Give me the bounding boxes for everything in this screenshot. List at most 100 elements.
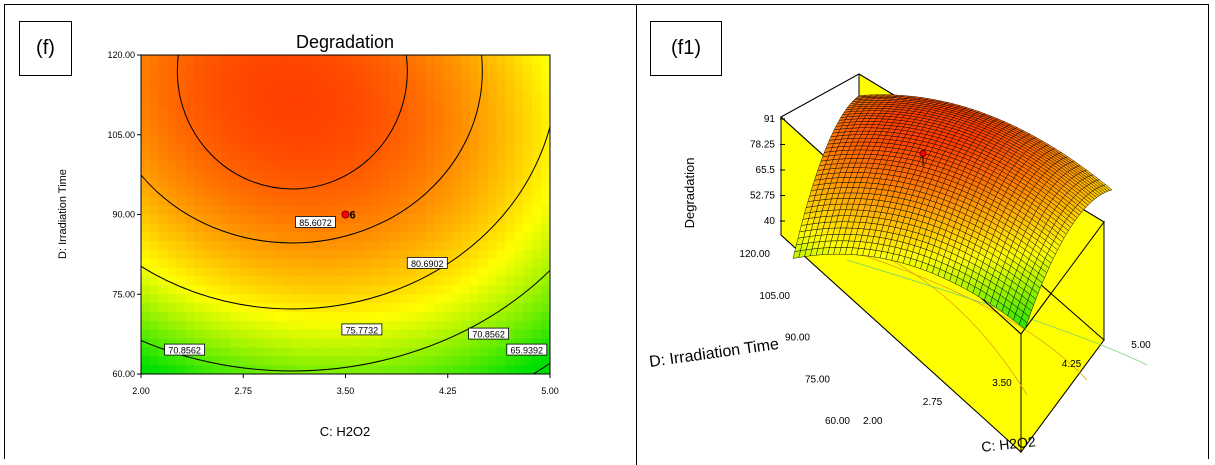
heatmap-cell bbox=[461, 249, 471, 260]
heatmap-cell bbox=[265, 55, 275, 65]
heatmap-cell bbox=[478, 365, 489, 374]
heatmap-cell bbox=[247, 276, 258, 286]
heatmap-cell bbox=[461, 143, 471, 154]
heatmap-cell bbox=[541, 134, 550, 145]
heatmap-cell bbox=[452, 170, 462, 180]
heatmap-cell bbox=[194, 72, 204, 83]
x-tick-label: 5.00 bbox=[541, 386, 559, 396]
heatmap-cell bbox=[541, 161, 550, 171]
heatmap-cell bbox=[203, 170, 213, 180]
heatmap-cell bbox=[389, 161, 400, 171]
heatmap-cell bbox=[425, 187, 436, 198]
heatmap-cell bbox=[247, 232, 258, 242]
heatmap-cell bbox=[318, 356, 329, 366]
heatmap-cell bbox=[345, 365, 355, 374]
heatmap-cell bbox=[203, 223, 213, 233]
heatmap-cell bbox=[149, 285, 160, 295]
heatmap-cell bbox=[203, 347, 213, 357]
heatmap-cell bbox=[176, 214, 187, 224]
heatmap-cell bbox=[469, 249, 480, 260]
heatmap-cell bbox=[247, 338, 258, 349]
x-tick-label: 2.00 bbox=[863, 416, 883, 427]
heatmap-cell bbox=[336, 311, 347, 322]
heatmap-cell bbox=[158, 241, 169, 251]
heatmap-cell bbox=[434, 303, 444, 313]
heatmap-cell bbox=[372, 223, 382, 233]
heatmap-cell bbox=[425, 81, 436, 92]
heatmap-cell bbox=[523, 108, 533, 118]
heatmap-cell bbox=[265, 241, 275, 251]
heatmap-cell bbox=[292, 196, 302, 207]
heatmap-cell bbox=[434, 356, 444, 366]
heatmap-cell bbox=[301, 152, 311, 162]
heatmap-cell bbox=[407, 143, 418, 154]
heatmap-cell bbox=[541, 311, 550, 322]
heatmap-cell bbox=[452, 320, 462, 331]
heatmap-cell bbox=[318, 311, 329, 322]
heatmap-cell bbox=[363, 170, 373, 180]
heatmap-cell bbox=[407, 311, 418, 322]
heatmap-cell bbox=[452, 267, 462, 278]
surface-chart: 4052.7565.578.259160.0075.0090.00105.001… bbox=[648, 73, 1151, 455]
heatmap-cell bbox=[212, 81, 222, 92]
heatmap-cell bbox=[443, 338, 453, 349]
heatmap-cell bbox=[229, 196, 240, 207]
heatmap-cell bbox=[274, 187, 284, 198]
heatmap-cell bbox=[478, 152, 489, 162]
heatmap-cell bbox=[212, 338, 222, 349]
heatmap-cell bbox=[505, 249, 516, 260]
heatmap-cell bbox=[221, 356, 231, 366]
heatmap-cell bbox=[443, 347, 453, 357]
heatmap-cell bbox=[425, 214, 436, 224]
heatmap-cell bbox=[434, 161, 444, 171]
heatmap-cell bbox=[274, 125, 284, 136]
heatmap-cell bbox=[514, 81, 524, 92]
heatmap-cell bbox=[167, 223, 178, 233]
heatmap-cell bbox=[256, 294, 267, 304]
heatmap-cell bbox=[496, 347, 507, 357]
heatmap-cell bbox=[354, 196, 364, 207]
heatmap-cell bbox=[514, 214, 524, 224]
heatmap-cell bbox=[345, 241, 355, 251]
heatmap-cell bbox=[283, 90, 293, 100]
heatmap-cell bbox=[336, 329, 347, 340]
heatmap-cell bbox=[194, 187, 204, 198]
heatmap-cell bbox=[381, 117, 391, 127]
heatmap-cell bbox=[487, 187, 498, 198]
heatmap-cell bbox=[141, 63, 151, 74]
heatmap-cell bbox=[496, 267, 507, 278]
contour-label-text: 70.8562 bbox=[472, 330, 505, 340]
heatmap-cell bbox=[309, 99, 320, 109]
heatmap-cell bbox=[292, 63, 302, 74]
heatmap-cell bbox=[336, 205, 347, 216]
heatmap-cell bbox=[487, 303, 498, 313]
heatmap-cell bbox=[381, 63, 391, 74]
heatmap-cell bbox=[327, 311, 338, 322]
heatmap-cell bbox=[434, 134, 444, 145]
heatmap-cell bbox=[309, 285, 320, 295]
heatmap-cell bbox=[283, 232, 293, 242]
heatmap-cell bbox=[256, 187, 267, 198]
heatmap-cell bbox=[265, 347, 275, 357]
heatmap-cell bbox=[283, 134, 293, 145]
heatmap-cell bbox=[194, 63, 204, 74]
heatmap-cell bbox=[158, 90, 169, 100]
heatmap-cell bbox=[229, 267, 240, 278]
heatmap-cell bbox=[256, 179, 267, 189]
heatmap-cell bbox=[238, 320, 249, 331]
heatmap-cell bbox=[336, 223, 347, 233]
heatmap-cell bbox=[478, 320, 489, 331]
heatmap-cell bbox=[247, 55, 258, 65]
heatmap-cell bbox=[256, 161, 267, 171]
heatmap-cell bbox=[141, 179, 151, 189]
heatmap-cell bbox=[478, 356, 489, 366]
heatmap-cell bbox=[469, 72, 480, 83]
heatmap-cell bbox=[425, 196, 436, 207]
heatmap-cell bbox=[398, 294, 409, 304]
heatmap-cell bbox=[487, 365, 498, 374]
heatmap-cell bbox=[203, 276, 213, 286]
heatmap-cell bbox=[203, 320, 213, 331]
heatmap-cell bbox=[176, 125, 187, 136]
heatmap-cell bbox=[149, 258, 160, 269]
heatmap-cell bbox=[158, 285, 169, 295]
